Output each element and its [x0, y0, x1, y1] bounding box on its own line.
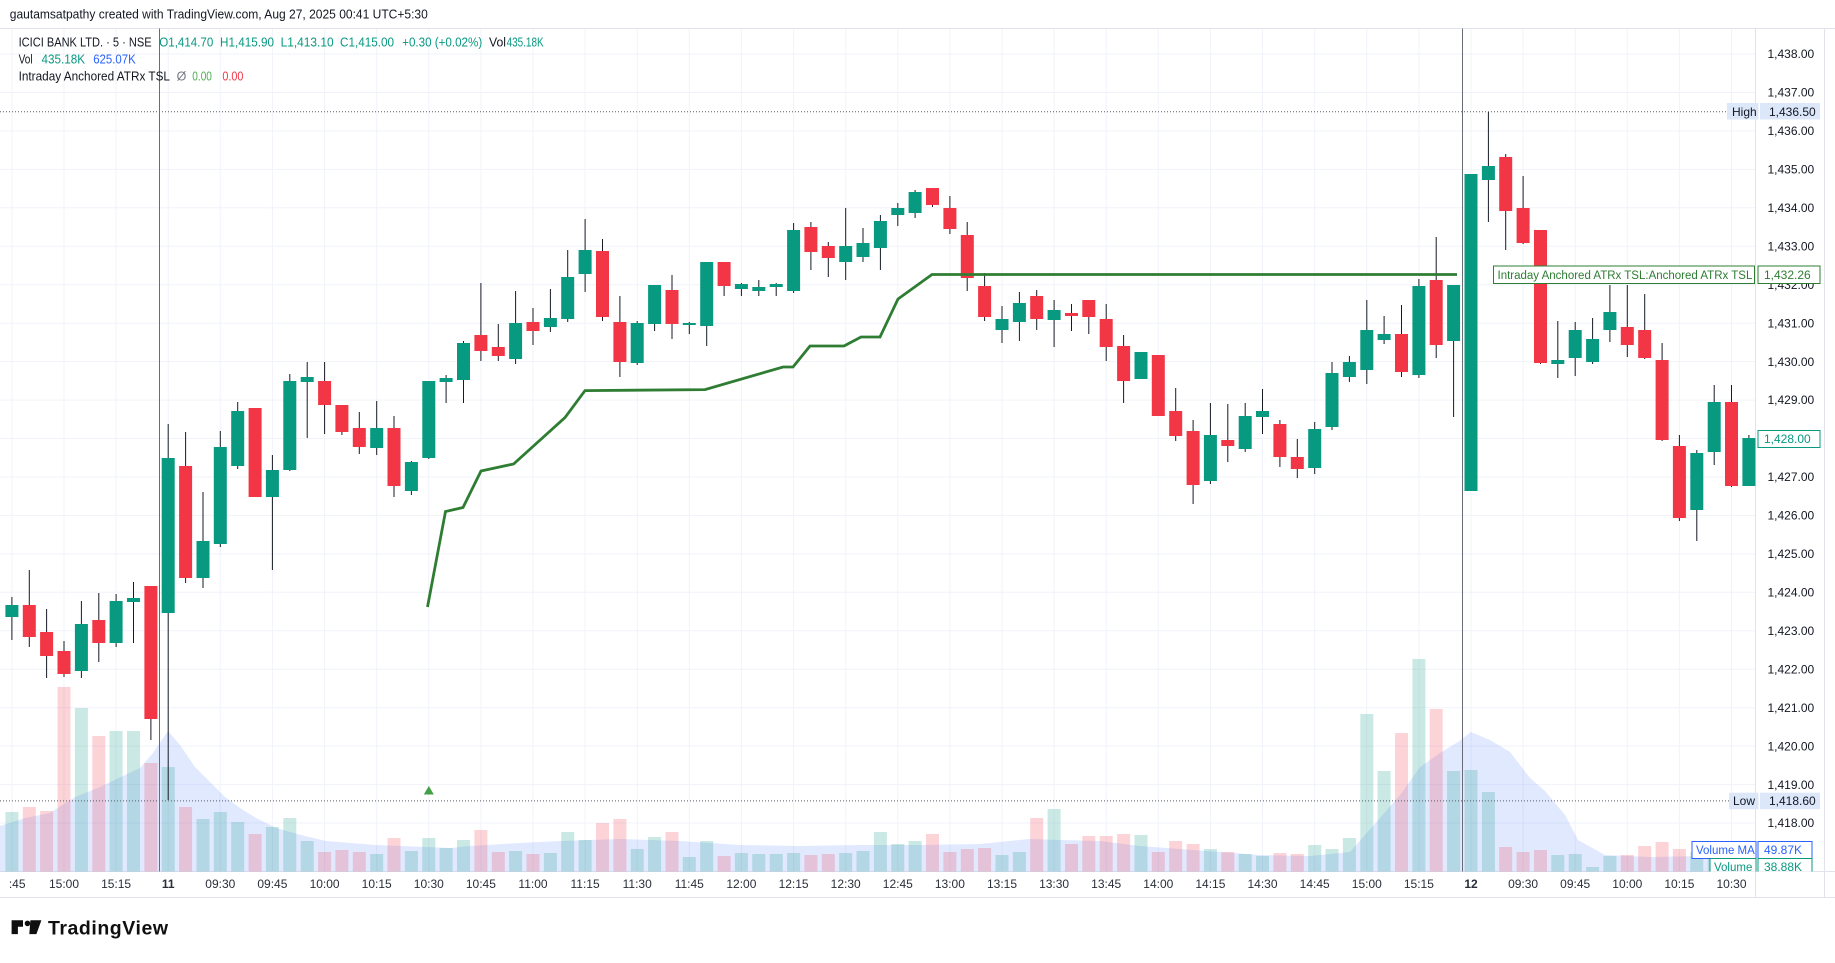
svg-text:11:30: 11:30 [623, 877, 652, 891]
svg-text:10:30: 10:30 [1716, 877, 1746, 891]
svg-text:1,432.26: 1,432.26 [1764, 268, 1811, 282]
svg-text:1,424.00: 1,424.00 [1768, 586, 1815, 600]
svg-text:49.87K: 49.87K [1764, 843, 1802, 857]
svg-text:09:45: 09:45 [1560, 877, 1590, 891]
svg-text:09:45: 09:45 [257, 877, 287, 891]
svg-text:13:30: 13:30 [1039, 877, 1069, 891]
svg-text:0.00: 0.00 [192, 70, 212, 84]
svg-text:1,436.50: 1,436.50 [1769, 105, 1816, 119]
svg-text:12:45: 12:45 [883, 877, 913, 891]
svg-text:09:30: 09:30 [205, 877, 235, 891]
svg-text:435.18K: 435.18K [507, 36, 545, 50]
svg-text:C1,415.00: C1,415.00 [340, 36, 394, 50]
svg-text:10:45: 10:45 [466, 877, 496, 891]
svg-text:1,418.60: 1,418.60 [1769, 794, 1816, 808]
svg-text:15:15: 15:15 [101, 877, 131, 891]
svg-text:1,422.00: 1,422.00 [1768, 662, 1815, 676]
svg-text:Ø: Ø [177, 70, 187, 84]
svg-text:TradingView: TradingView [48, 918, 169, 940]
svg-text:13:00: 13:00 [935, 877, 965, 891]
svg-text:10:15: 10:15 [1664, 877, 1694, 891]
svg-text:Volume: Volume [1714, 862, 1752, 874]
svg-text:10:15: 10:15 [362, 877, 392, 891]
svg-text:13:45: 13:45 [1091, 877, 1121, 891]
svg-text:435.18K: 435.18K [42, 53, 86, 67]
svg-text:1,433.00: 1,433.00 [1768, 239, 1815, 253]
svg-text:11:45: 11:45 [675, 877, 704, 891]
svg-text:15:00: 15:00 [49, 877, 79, 891]
svg-text:1,436.00: 1,436.00 [1768, 124, 1815, 138]
svg-text:gautamsatpathy created with Tr: gautamsatpathy created with TradingView.… [10, 8, 428, 22]
svg-text:14:15: 14:15 [1195, 877, 1225, 891]
svg-text:10:00: 10:00 [1612, 877, 1642, 891]
svg-text:1,420.00: 1,420.00 [1768, 739, 1815, 753]
svg-text:1,428.00: 1,428.00 [1764, 432, 1811, 446]
svg-text:1,429.00: 1,429.00 [1768, 393, 1815, 407]
svg-text:15:15: 15:15 [1404, 877, 1434, 891]
svg-text:14:30: 14:30 [1247, 877, 1277, 891]
svg-text:Low: Low [1733, 794, 1755, 808]
svg-text:11:00: 11:00 [518, 877, 547, 891]
svg-text:Intraday Anchored ATRx TSL:Anc: Intraday Anchored ATRx TSL:Anchored ATRx… [1498, 270, 1753, 282]
svg-text:10:30: 10:30 [414, 877, 444, 891]
svg-text:14:00: 14:00 [1143, 877, 1173, 891]
svg-text:1,430.00: 1,430.00 [1768, 355, 1815, 369]
svg-text:1,431.00: 1,431.00 [1768, 316, 1815, 330]
svg-text:11:15: 11:15 [571, 877, 600, 891]
svg-text:O1,414.70: O1,414.70 [159, 36, 213, 50]
svg-text:1,426.00: 1,426.00 [1768, 509, 1815, 523]
svg-text:1,421.00: 1,421.00 [1768, 701, 1815, 715]
svg-text:10:00: 10:00 [310, 877, 340, 891]
svg-text:1,434.00: 1,434.00 [1768, 201, 1815, 215]
svg-text:Vol: Vol [19, 53, 33, 67]
svg-text:625.07K: 625.07K [93, 53, 136, 67]
svg-text::45: :45 [9, 877, 26, 891]
svg-text:11: 11 [162, 877, 175, 891]
svg-text:38.88K: 38.88K [1764, 860, 1802, 874]
svg-text:14:45: 14:45 [1300, 877, 1330, 891]
svg-text:13:15: 13:15 [987, 877, 1017, 891]
svg-text:1,435.00: 1,435.00 [1768, 163, 1815, 177]
svg-text:1,423.00: 1,423.00 [1768, 624, 1815, 638]
svg-text:Vol: Vol [489, 36, 506, 50]
svg-text:1,418.00: 1,418.00 [1768, 816, 1815, 830]
svg-text:12:00: 12:00 [726, 877, 756, 891]
svg-text:1,419.00: 1,419.00 [1768, 778, 1815, 792]
svg-text:12:15: 12:15 [779, 877, 809, 891]
svg-text:High: High [1732, 105, 1757, 119]
svg-text:1,425.00: 1,425.00 [1768, 547, 1815, 561]
svg-text:Intraday Anchored ATRx TSL: Intraday Anchored ATRx TSL [19, 70, 170, 84]
svg-text:12:30: 12:30 [831, 877, 861, 891]
svg-text:L1,413.10: L1,413.10 [281, 36, 334, 50]
svg-text:+0.30 (+0.02%): +0.30 (+0.02%) [402, 36, 482, 50]
svg-text:09:30: 09:30 [1508, 877, 1538, 891]
svg-text:1,437.00: 1,437.00 [1768, 86, 1815, 100]
svg-text:Volume MA: Volume MA [1696, 845, 1755, 857]
svg-text:H1,415.90: H1,415.90 [220, 36, 274, 50]
svg-text:1,438.00: 1,438.00 [1768, 47, 1815, 61]
svg-text:ICICI BANK LTD. · 5 · NSE: ICICI BANK LTD. · 5 · NSE [19, 35, 152, 50]
svg-text:0.00: 0.00 [222, 70, 243, 84]
svg-text:15:00: 15:00 [1352, 877, 1382, 891]
svg-text:12: 12 [1464, 877, 1478, 891]
svg-text:1,427.00: 1,427.00 [1768, 470, 1815, 484]
